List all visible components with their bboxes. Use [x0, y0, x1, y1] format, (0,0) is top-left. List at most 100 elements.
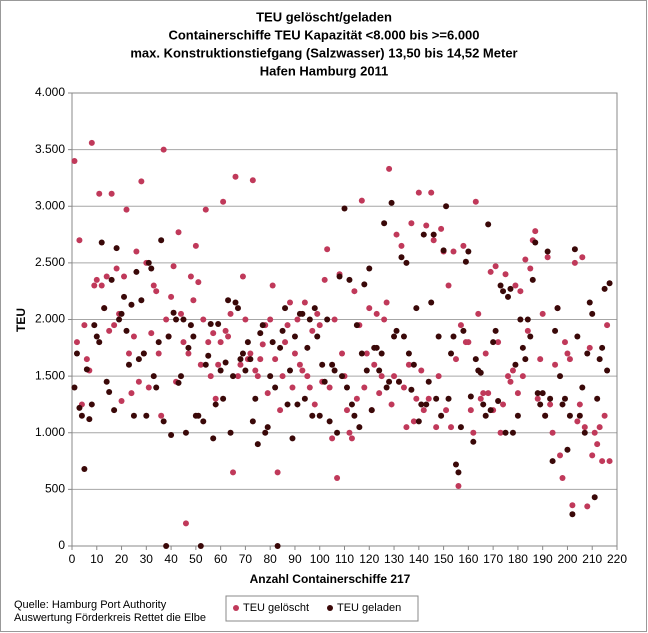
- point: [341, 205, 348, 212]
- point: [415, 189, 422, 196]
- point: [465, 339, 472, 346]
- source: Auswertung Förderkreis Rettet die Elbe: [14, 612, 206, 624]
- point: [502, 429, 509, 436]
- point: [175, 379, 182, 386]
- point: [512, 282, 519, 289]
- point: [230, 373, 237, 380]
- point: [98, 282, 105, 289]
- point: [91, 282, 98, 289]
- point: [121, 273, 128, 280]
- point: [279, 373, 286, 380]
- point: [187, 273, 194, 280]
- legend-label: TEU geladen: [337, 602, 401, 614]
- x-tick-label: 50: [189, 552, 203, 566]
- point: [210, 330, 217, 337]
- point: [505, 293, 511, 300]
- point: [371, 361, 378, 368]
- point: [586, 344, 593, 351]
- point: [257, 356, 264, 363]
- point: [435, 333, 442, 340]
- point: [222, 327, 229, 334]
- point: [165, 333, 172, 340]
- point: [438, 225, 445, 232]
- point: [497, 429, 504, 436]
- point: [373, 344, 380, 351]
- point: [393, 231, 400, 238]
- point: [249, 177, 256, 184]
- point: [118, 310, 125, 317]
- point: [227, 429, 234, 436]
- point: [83, 366, 90, 373]
- point: [111, 407, 118, 414]
- point: [581, 429, 588, 436]
- point: [527, 265, 534, 272]
- x-tick-label: 120: [359, 552, 379, 566]
- point: [108, 276, 115, 283]
- point: [396, 378, 402, 385]
- point: [589, 452, 596, 459]
- point: [549, 429, 556, 436]
- point: [267, 373, 274, 380]
- point: [532, 228, 539, 235]
- point: [326, 418, 333, 425]
- point: [482, 412, 489, 419]
- point: [195, 279, 202, 286]
- point: [452, 461, 459, 468]
- point: [485, 221, 492, 228]
- point: [121, 293, 128, 300]
- point: [200, 418, 207, 425]
- point: [71, 157, 78, 164]
- point: [339, 350, 346, 357]
- point: [509, 429, 516, 436]
- point: [544, 254, 551, 261]
- point: [227, 310, 234, 317]
- point: [591, 429, 598, 436]
- point: [130, 333, 137, 340]
- point: [388, 199, 395, 206]
- point: [314, 310, 321, 317]
- point: [284, 401, 291, 408]
- point: [599, 458, 606, 465]
- point: [178, 310, 184, 317]
- point: [262, 429, 269, 436]
- point: [239, 273, 246, 280]
- point: [135, 378, 142, 385]
- point: [232, 173, 239, 180]
- point: [465, 248, 472, 255]
- point: [557, 452, 564, 459]
- point: [249, 418, 256, 425]
- point: [217, 339, 224, 346]
- point: [339, 373, 346, 380]
- point: [467, 393, 474, 400]
- point: [160, 418, 167, 425]
- point: [334, 475, 341, 482]
- point: [561, 339, 568, 346]
- point: [321, 378, 328, 385]
- point: [376, 390, 383, 397]
- point: [487, 268, 494, 275]
- point: [237, 356, 244, 363]
- point: [207, 373, 214, 380]
- point: [554, 305, 561, 312]
- point: [534, 395, 541, 402]
- x-tick-label: 130: [384, 552, 404, 566]
- point: [408, 386, 415, 393]
- point: [182, 429, 189, 436]
- point: [381, 220, 388, 227]
- point: [564, 446, 571, 453]
- point: [138, 297, 145, 304]
- point: [522, 256, 529, 263]
- point: [116, 316, 123, 323]
- point: [497, 282, 504, 289]
- point: [316, 322, 323, 329]
- point: [125, 350, 132, 357]
- point: [242, 316, 249, 323]
- point: [195, 412, 202, 419]
- point: [336, 273, 343, 280]
- point: [400, 333, 407, 340]
- point: [158, 237, 165, 244]
- point: [566, 412, 573, 419]
- point: [160, 146, 167, 153]
- point: [202, 361, 209, 368]
